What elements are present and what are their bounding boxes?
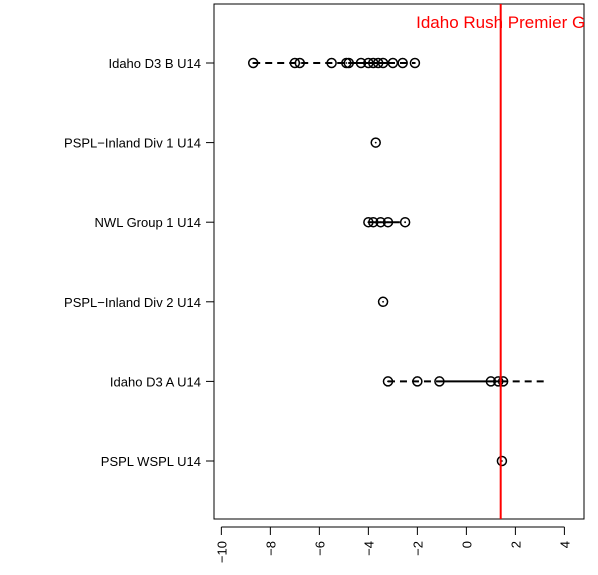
data-point-dot [379, 221, 382, 224]
data-point-dot [416, 380, 419, 383]
data-point [409, 57, 421, 69]
data-point-dot [401, 62, 404, 64]
box-plot-series [496, 455, 508, 467]
data-point [355, 57, 367, 69]
data-point [387, 57, 399, 69]
y-tick-label: Idaho D3 B U14 [108, 56, 201, 71]
data-point [397, 57, 408, 69]
plot-frame [213, 3, 585, 520]
data-point-dot [502, 380, 505, 383]
data-point-dot [347, 62, 350, 64]
data-point [377, 296, 389, 308]
data-point-dot [404, 221, 407, 224]
data-point-dot [489, 380, 492, 383]
data-point-dot [330, 62, 333, 64]
data-point-dot [298, 62, 301, 64]
data-point-dot [438, 380, 441, 383]
data-point [375, 216, 386, 228]
data-point-dot [252, 62, 255, 64]
box-plot-series [363, 216, 411, 228]
y-tick-label: PSPL−Inland Div 1 U14 [64, 136, 201, 151]
box-plot-series [382, 376, 545, 387]
data-point [382, 376, 394, 387]
data-point [377, 57, 389, 69]
reference-line-label: Idaho Rush Premier G [416, 13, 585, 32]
x-tick-label: −10 [214, 541, 229, 563]
x-tick-label: 0 [459, 541, 474, 548]
series-group [247, 57, 545, 467]
data-point [497, 376, 509, 387]
box-plot-series [377, 296, 389, 308]
data-point-dot [387, 380, 389, 383]
x-tick-label: 2 [508, 541, 523, 548]
y-axis: Idaho D3 B U14 PSPL−Inland Div 1 U14 NWL G… [64, 56, 214, 469]
x-tick-label: −8 [263, 541, 278, 556]
data-point-dot [345, 62, 348, 64]
data-point-dot [372, 221, 375, 224]
box-plot-series [370, 137, 381, 148]
x-tick-label: −6 [312, 541, 327, 556]
data-point [485, 376, 497, 387]
data-point [294, 57, 306, 69]
x-axis: −10 −8 −6 −4 −2 0 2 4 [214, 526, 572, 563]
data-point [399, 216, 411, 228]
reference-line-group: Idaho Rush Premier G [416, 4, 585, 519]
data-point [496, 455, 508, 467]
box-plot-series [247, 57, 421, 69]
data-point-dot [382, 300, 384, 303]
data-point-dot [387, 221, 389, 224]
y-tick-label: Idaho D3 A U14 [110, 374, 201, 389]
data-point [343, 57, 355, 69]
data-point [412, 376, 423, 387]
data-point [434, 376, 445, 387]
data-point-dot [414, 62, 416, 64]
data-point [247, 57, 259, 69]
data-point-dot [374, 141, 377, 144]
data-point [368, 216, 379, 228]
y-tick-label: NWL Group 1 U14 [95, 215, 201, 230]
data-point [382, 216, 394, 228]
y-tick-label: PSPL WSPL U14 [101, 454, 201, 469]
x-tick-label: −4 [361, 541, 376, 556]
x-tick-label: 4 [557, 541, 572, 548]
data-point [326, 57, 337, 69]
data-point-dot [360, 62, 362, 64]
x-tick-label: −2 [410, 541, 425, 556]
data-point-dot [391, 62, 394, 64]
y-tick-label: PSPL−Inland Div 2 U14 [64, 295, 201, 310]
data-point [370, 137, 381, 148]
data-point-dot [382, 62, 384, 64]
